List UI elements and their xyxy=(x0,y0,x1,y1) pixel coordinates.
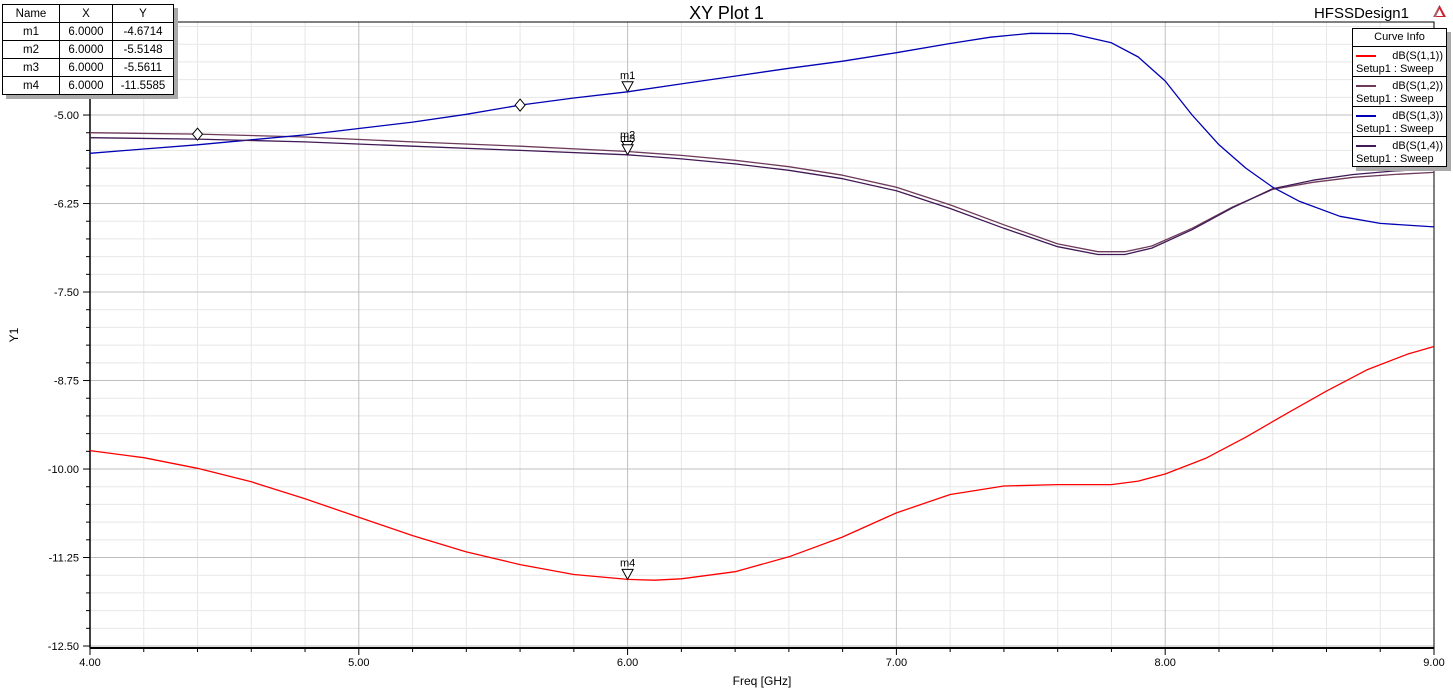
legend-curve-label: dB(S(1,2)) xyxy=(1392,79,1443,92)
marker-table-header-row: Name X Y xyxy=(2,4,174,23)
curve-dB(S(1,2))[interactable] xyxy=(89,132,1435,253)
legend-entry[interactable]: dB(S(1,2)) Setup1 : Sweep xyxy=(1353,77,1446,107)
x-axis-tick-label: 9.00 xyxy=(1423,657,1444,669)
x-axis-tick-label: 4.00 xyxy=(79,657,100,669)
curve-dB(S(1,3))[interactable] xyxy=(89,32,1435,228)
marker-table-row: m3 6.0000 -5.5611 xyxy=(2,58,174,77)
design-name-label: HFSSDesign1 xyxy=(1313,5,1409,22)
legend-title: Curve Info xyxy=(1353,29,1446,47)
marker-m4[interactable] xyxy=(621,568,634,581)
x-axis-tick-label: 5.00 xyxy=(348,657,369,669)
legend-curve-label: dB(S(1,1)) xyxy=(1392,49,1443,62)
x-axis-tick-label: 7.00 xyxy=(886,657,907,669)
diamond-symbol[interactable] xyxy=(514,98,526,112)
legend-entry[interactable]: dB(S(1,3)) Setup1 : Sweep xyxy=(1353,107,1446,137)
marker-table-cell: 6.0000 xyxy=(59,40,113,59)
legend-setup-label: Setup1 : Sweep xyxy=(1356,153,1434,165)
x-axis-title: Freq [GHz] xyxy=(733,674,792,688)
marker-table-cell: -4.6714 xyxy=(112,22,174,41)
marker-table-cell: 6.0000 xyxy=(59,76,113,95)
marker-label-m3: m3 xyxy=(620,133,635,145)
legend-curve-label: dB(S(1,4)) xyxy=(1392,139,1443,152)
marker-table-cell: -5.5611 xyxy=(112,58,174,77)
y-axis-tick-label: -5.00 xyxy=(54,110,79,122)
legend-setup-label: Setup1 : Sweep xyxy=(1356,123,1434,135)
legend-setup-label: Setup1 : Sweep xyxy=(1356,93,1434,105)
x-axis-tick-label: 8.00 xyxy=(1154,657,1175,669)
legend-entry[interactable]: dB(S(1,4)) Setup1 : Sweep xyxy=(1353,137,1446,166)
marker-table-cell: m4 xyxy=(2,76,60,95)
curve-info-legend: Curve Info dB(S(1,1)) Setup1 : Sweep dB(S(… xyxy=(1352,28,1447,167)
y-axis-tick-label: -11.25 xyxy=(49,553,79,565)
diamond-symbol[interactable] xyxy=(191,127,204,141)
marker-table-row: m1 6.0000 -4.6714 xyxy=(2,22,174,41)
legend-entries: dB(S(1,1)) Setup1 : Sweep dB(S(1,2)) Setup1… xyxy=(1353,47,1446,166)
legend-swatch-line xyxy=(1356,84,1376,87)
y-axis-tick-label: -12.50 xyxy=(48,641,79,653)
marker-label-m4: m4 xyxy=(620,557,635,569)
marker-label-m2: m2 xyxy=(620,129,635,141)
marker-table-cell: -11.5585 xyxy=(112,76,174,95)
marker-table-header: X xyxy=(59,4,113,23)
plot-title: XY Plot 1 xyxy=(689,3,764,23)
marker-table-row: m4 6.0000 -11.5585 xyxy=(2,76,174,95)
y-axis-title: Y1 xyxy=(7,327,21,342)
marker-table-row: m2 6.0000 -5.5148 xyxy=(2,40,174,59)
legend-swatch-line xyxy=(1356,114,1376,117)
marker-m1[interactable] xyxy=(621,81,634,93)
x-axis-tick-label: 6.00 xyxy=(617,657,638,669)
legend-curve-label: dB(S(1,3)) xyxy=(1392,109,1443,122)
marker-table-cell: 6.0000 xyxy=(59,58,113,77)
legend-swatch-line xyxy=(1356,54,1376,57)
plot-border xyxy=(89,21,1435,649)
legend-swatch-line xyxy=(1356,144,1376,147)
ansys-logo-icon xyxy=(1433,5,1446,17)
y-axis-tick-label: -8.75 xyxy=(54,376,79,388)
marker-table-cell: m1 xyxy=(2,22,60,41)
marker-table-cell: 6.0000 xyxy=(59,22,113,41)
y-axis-tick-label: -6.25 xyxy=(54,199,79,211)
curve-dB(S(1,1))[interactable] xyxy=(89,345,1435,581)
marker-table-header: Name xyxy=(2,4,60,23)
y-axis-tick-label: -10.00 xyxy=(48,464,79,476)
marker-table: Name X Y m1 6.0000 -4.6714 m2 6.0000 -5.5148 m3 6… xyxy=(2,4,174,95)
marker-table-cell: m2 xyxy=(2,40,60,59)
marker-table-cell: m3 xyxy=(2,58,60,77)
y-axis-tick-label: -7.50 xyxy=(54,287,79,299)
marker-table-cell: -5.5148 xyxy=(112,40,174,59)
curve-dB(S(1,4))[interactable] xyxy=(89,137,1435,256)
marker-label-m1: m1 xyxy=(620,70,635,82)
marker-table-header: Y xyxy=(112,4,174,23)
marker-m3[interactable] xyxy=(621,144,634,156)
legend-setup-label: Setup1 : Sweep xyxy=(1356,63,1434,75)
legend-entry[interactable]: dB(S(1,1)) Setup1 : Sweep xyxy=(1353,47,1446,77)
